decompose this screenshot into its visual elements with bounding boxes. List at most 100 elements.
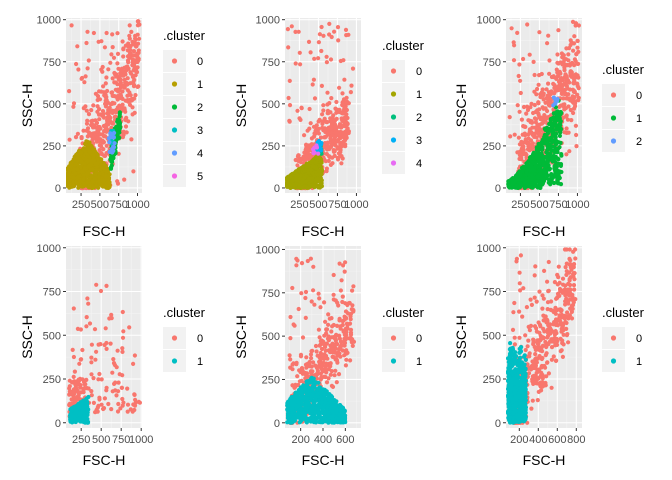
data-point-cluster-0 [73, 135, 79, 140]
data-point-cluster-0 [98, 137, 103, 142]
data-point-cluster-0 [298, 354, 304, 359]
data-point-cluster-0 [128, 51, 133, 56]
data-point-cluster-0 [325, 140, 330, 145]
data-point-cluster-0 [515, 103, 520, 108]
data-point-cluster-0 [533, 120, 539, 125]
data-point-cluster-0 [115, 181, 121, 186]
data-point-cluster-0 [572, 57, 578, 62]
data-point-cluster-0 [306, 39, 312, 45]
data-point-cluster-0 [298, 117, 303, 122]
data-points [285, 21, 356, 191]
data-point-cluster-0 [348, 314, 353, 319]
data-point-cluster-0 [294, 263, 299, 268]
x-axis-title: FSC-H [302, 223, 345, 239]
data-point-cluster-0 [120, 102, 125, 107]
data-point-cluster-0 [568, 98, 573, 103]
data-point-cluster-0 [296, 29, 301, 34]
data-point-cluster-0 [81, 386, 86, 391]
data-point-cluster-0 [288, 365, 293, 370]
data-point-cluster-0 [325, 102, 330, 107]
data-point-cluster-0 [115, 61, 120, 66]
data-point-cluster-0 [525, 22, 530, 27]
data-point-cluster-1 [539, 176, 544, 181]
data-point-cluster-0 [120, 396, 125, 402]
data-point-cluster-0 [341, 132, 346, 137]
data-point-cluster-0 [560, 62, 565, 67]
data-point-cluster-1 [541, 163, 546, 168]
data-point-cluster-0 [348, 90, 353, 95]
data-point-cluster-0 [79, 136, 84, 141]
data-point-cluster-0 [314, 372, 319, 377]
data-point-cluster-0 [121, 54, 126, 59]
data-point-cluster-0 [515, 30, 520, 35]
data-point-cluster-1 [555, 146, 561, 151]
data-point-cluster-1 [557, 122, 562, 127]
data-point-cluster-1 [558, 111, 563, 116]
data-point-cluster-0 [85, 66, 90, 71]
data-point-cluster-0 [104, 283, 109, 288]
x-tick-label: 750 [109, 199, 127, 211]
data-point-cluster-1 [87, 183, 92, 188]
data-point-cluster-1 [290, 179, 295, 184]
data-point-cluster-0 [299, 291, 304, 296]
data-point-cluster-0 [131, 49, 137, 54]
legend-swatch [390, 91, 397, 97]
data-point-cluster-0 [80, 75, 85, 81]
data-point-cluster-0 [110, 45, 115, 50]
data-point-cluster-0 [131, 169, 136, 174]
data-point-cluster-1 [304, 379, 309, 384]
data-point-cluster-1 [531, 152, 536, 158]
data-point-cluster-0 [515, 150, 520, 155]
data-point-cluster-0 [104, 122, 109, 127]
data-point-cluster-0 [71, 104, 76, 109]
data-point-cluster-0 [329, 316, 334, 321]
data-point-cluster-1 [555, 150, 560, 155]
data-point-cluster-1 [312, 183, 317, 188]
data-point-cluster-1 [100, 183, 105, 188]
data-point-cluster-0 [576, 23, 582, 28]
data-point-cluster-0 [93, 357, 98, 362]
data-point-cluster-0 [561, 96, 566, 101]
data-point-cluster-1 [78, 179, 83, 184]
data-point-cluster-0 [508, 134, 513, 139]
data-point-cluster-0 [75, 394, 81, 399]
data-point-cluster-0 [339, 116, 344, 121]
data-point-cluster-0 [137, 22, 142, 27]
data-point-cluster-0 [110, 370, 115, 375]
data-point-cluster-0 [344, 351, 349, 356]
data-point-cluster-0 [106, 67, 111, 72]
data-point-cluster-0 [318, 135, 323, 140]
legend-label: 1 [197, 79, 203, 91]
data-point-cluster-0 [93, 118, 98, 123]
data-point-cluster-1 [303, 179, 308, 184]
data-point-cluster-0 [71, 354, 76, 360]
data-point-cluster-0 [319, 346, 325, 352]
legend-label: 3 [416, 135, 422, 147]
data-point-cluster-0 [125, 402, 131, 407]
data-point-cluster-0 [89, 393, 94, 398]
data-point-cluster-0 [335, 342, 340, 347]
data-point-cluster-0 [324, 166, 329, 171]
data-point-cluster-1 [516, 171, 521, 176]
data-point-cluster-1 [93, 162, 98, 167]
data-point-cluster-0 [324, 152, 329, 157]
data-point-cluster-0 [89, 355, 94, 360]
data-point-cluster-0 [525, 104, 530, 109]
data-point-cluster-0 [285, 27, 290, 32]
data-point-cluster-0 [329, 116, 334, 121]
data-point-cluster-0 [571, 41, 577, 46]
data-point-cluster-0 [538, 117, 543, 122]
data-point-cluster-0 [126, 44, 131, 49]
data-point-cluster-1 [310, 164, 316, 169]
x-axis-title: FSC-H [83, 223, 126, 239]
data-point-cluster-0 [131, 402, 136, 407]
data-point-cluster-0 [298, 369, 303, 375]
data-point-cluster-1 [528, 164, 534, 169]
data-point-cluster-0 [333, 368, 338, 373]
data-point-cluster-0 [310, 369, 315, 374]
data-point-cluster-1 [537, 168, 542, 173]
y-tick-label: 250 [43, 141, 61, 153]
data-point-cluster-0 [312, 56, 317, 61]
